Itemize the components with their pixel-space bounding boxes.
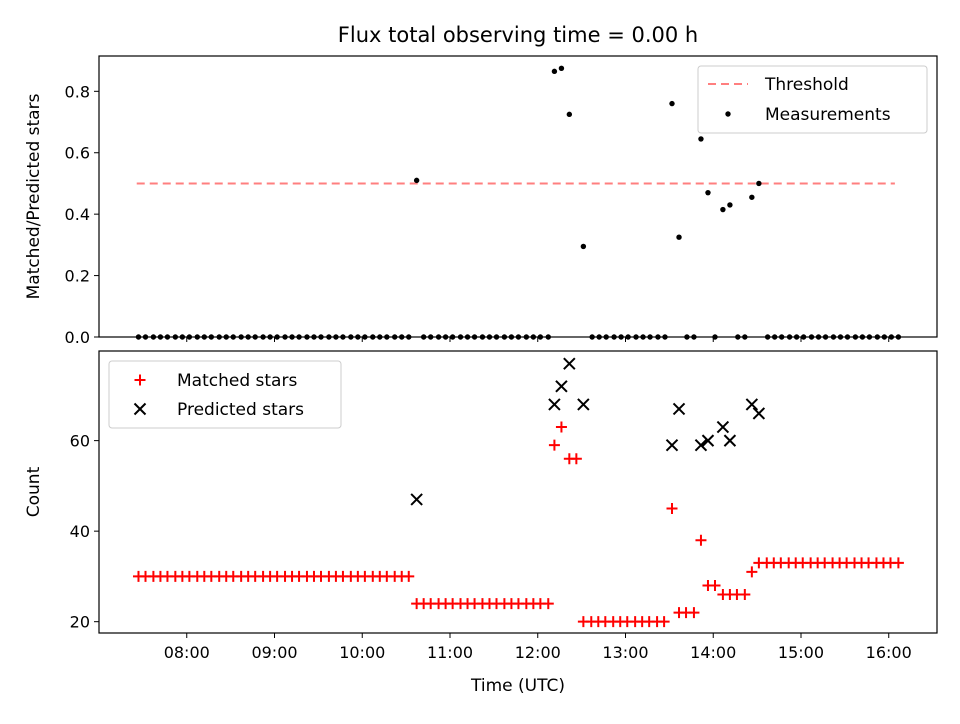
legend-threshold-label: Threshold bbox=[764, 75, 849, 95]
predicted-star-point bbox=[716, 420, 730, 434]
measurement-point bbox=[580, 243, 587, 250]
x-tick-label: 15:00 bbox=[778, 643, 824, 662]
measurement-point bbox=[413, 177, 420, 184]
bottom-plot-panel: 20 40 60 Count 08:00 09:00 10:00 11:00 12:00 13:0… bbox=[24, 350, 938, 696]
y-tick-label: 0.0 bbox=[65, 328, 90, 347]
matched-star-point bbox=[695, 534, 707, 546]
x-tick-label: 10:00 bbox=[339, 643, 385, 662]
y-tick-label: 0.8 bbox=[65, 82, 90, 101]
measurement-point bbox=[756, 180, 762, 187]
matched-star-point bbox=[892, 557, 904, 569]
predicted-star-point bbox=[577, 398, 590, 411]
predicted-star-point bbox=[752, 407, 766, 420]
measurement-point bbox=[705, 189, 711, 196]
predicted-star-point bbox=[723, 434, 737, 447]
matched-star-point bbox=[658, 616, 670, 628]
measurement-point bbox=[727, 202, 733, 208]
y-axis-label: Count bbox=[24, 466, 44, 517]
predicted-star-point bbox=[694, 438, 708, 452]
legend-measurement-label: Measurements bbox=[765, 105, 891, 125]
x-tick-label: 16:00 bbox=[866, 643, 912, 662]
predicted-star-point bbox=[410, 493, 423, 506]
predicted-star-point bbox=[563, 357, 576, 370]
measurement-point bbox=[698, 136, 704, 142]
measurement-point bbox=[551, 68, 558, 75]
top-legend: Threshold Measurements bbox=[697, 65, 928, 134]
legend-box bbox=[697, 65, 928, 134]
plot-frame bbox=[98, 350, 938, 634]
x-tick-label: 11:00 bbox=[427, 643, 473, 662]
measurement-point bbox=[749, 194, 755, 200]
figure-title: Flux total observing time = 0.00 h bbox=[338, 23, 698, 47]
y-axis-label: Matched/Predicted stars bbox=[24, 93, 44, 299]
matched-star-point bbox=[739, 589, 751, 601]
measurement-point bbox=[720, 206, 726, 213]
predicted-star-point bbox=[745, 398, 759, 411]
y-tick-label: 20 bbox=[70, 613, 90, 632]
legend-predicted-label: Predicted stars bbox=[177, 400, 304, 420]
legend-matched-swatch bbox=[134, 374, 146, 386]
y-tick-label: 0.4 bbox=[65, 205, 90, 224]
matched-star-point bbox=[555, 421, 567, 433]
matched-star-point bbox=[570, 453, 582, 465]
matched-star-point bbox=[542, 598, 554, 610]
predicted-star-point bbox=[548, 398, 561, 411]
bottom-legend: Matched stars Predicted stars bbox=[108, 360, 342, 429]
x-tick-label: 09:00 bbox=[251, 643, 297, 662]
predicted-star-point bbox=[672, 402, 686, 416]
y-tick-label: 0.2 bbox=[65, 267, 90, 286]
matched-star-point bbox=[746, 566, 758, 578]
measurement-point bbox=[676, 234, 682, 240]
plot-frame bbox=[98, 55, 938, 338]
x-tick-label: 12:00 bbox=[515, 643, 561, 662]
y-tick-label: 40 bbox=[70, 522, 90, 541]
legend-box bbox=[108, 360, 342, 429]
measurement-point bbox=[558, 65, 565, 71]
x-tick-label: 14:00 bbox=[690, 643, 736, 662]
matched-star-point bbox=[548, 439, 560, 451]
measurement-point bbox=[669, 100, 675, 107]
x-tick-label: 08:00 bbox=[164, 643, 210, 662]
x-tick-label: 13:00 bbox=[602, 643, 648, 662]
y-tick-label: 0.6 bbox=[65, 144, 90, 163]
matched-star-point bbox=[709, 579, 721, 591]
predicted-star-point bbox=[701, 434, 715, 447]
x-axis-label: Time (UTC) bbox=[470, 676, 565, 696]
legend-predicted-swatch bbox=[133, 402, 147, 416]
top-plot-panel: 0.0 0.2 0.4 0.6 0.8 Matched/Predicted stars Th… bbox=[24, 55, 938, 347]
matched-star-point bbox=[666, 503, 678, 515]
legend-matched-label: Matched stars bbox=[177, 371, 297, 391]
matched-star-point bbox=[403, 570, 415, 582]
predicted-star-point bbox=[665, 438, 679, 452]
predicted-star-point bbox=[555, 380, 568, 393]
matched-star-point bbox=[688, 607, 700, 619]
legend-measurement-swatch bbox=[725, 111, 731, 117]
y-tick-label: 60 bbox=[70, 432, 90, 451]
measurement-point bbox=[566, 111, 573, 118]
